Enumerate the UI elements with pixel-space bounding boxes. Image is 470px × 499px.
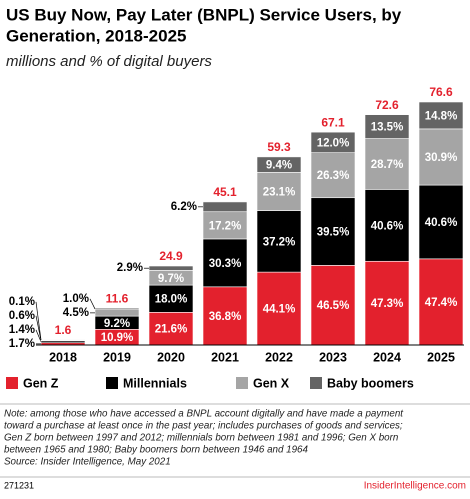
value-label: 10.9% — [101, 332, 134, 344]
chart-title: Generation, 2018-2025 — [6, 26, 186, 45]
legend-label: Gen X — [253, 376, 290, 390]
bar-segment — [310, 131, 356, 153]
bar-segment — [256, 172, 302, 211]
bar-segment — [202, 201, 248, 213]
bar-segment — [310, 265, 356, 346]
total-label: 67.1 — [321, 115, 345, 129]
note-line: toward a purchase at least once in the p… — [4, 421, 403, 432]
note-line: Gen Z born between 1997 and 2012; millen… — [4, 433, 398, 444]
total-label: 72.6 — [375, 98, 399, 112]
chart-subtitle: millions and % of digital buyers — [6, 53, 212, 70]
legend-swatch — [6, 377, 18, 389]
note-line: between 1965 and 1980; Baby boomers born… — [4, 445, 308, 456]
legend-swatch — [310, 377, 322, 389]
leader-line — [35, 301, 42, 341]
leader-line — [35, 329, 42, 342]
value-label: 12.0% — [317, 137, 350, 149]
bar-segment — [310, 197, 356, 266]
leader-line — [35, 315, 42, 341]
x-tick-label: 2019 — [103, 350, 131, 364]
value-label: 21.6% — [155, 324, 188, 336]
bar-segment — [256, 271, 302, 346]
footer-id: 271231 — [4, 480, 34, 490]
bar-segment — [202, 286, 248, 346]
legend-label: Millennials — [123, 376, 187, 390]
value-label: 9.2% — [104, 318, 130, 330]
total-label: 45.1 — [213, 185, 237, 199]
bar-segment — [364, 189, 410, 262]
bar-segment — [364, 260, 410, 346]
value-label: 6.2% — [171, 201, 197, 213]
value-label: 1.0% — [63, 293, 89, 305]
value-label: 30.3% — [209, 258, 242, 270]
bar-segment — [310, 152, 356, 199]
legend-label: Gen Z — [23, 376, 59, 390]
x-tick-label: 2024 — [373, 350, 401, 364]
value-label: 4.5% — [63, 307, 89, 319]
value-label: 14.8% — [425, 110, 458, 122]
bar-segment — [418, 258, 464, 346]
bar-segment — [256, 156, 302, 173]
bar-segment — [256, 210, 302, 273]
value-label: 23.1% — [263, 187, 296, 199]
x-tick-label: 2018 — [49, 350, 77, 364]
chart-title: US Buy Now, Pay Later (BNPL) Service Use… — [6, 5, 402, 24]
total-label: 76.6 — [429, 85, 453, 99]
x-tick-label: 2025 — [427, 350, 455, 364]
x-tick-label: 2022 — [265, 350, 293, 364]
bar-segment — [148, 265, 194, 271]
value-label: 40.6% — [371, 220, 404, 232]
value-label: 44.1% — [263, 304, 296, 316]
note-line: Note: among those who have accessed a BN… — [4, 409, 404, 420]
value-label: 40.6% — [425, 217, 458, 229]
value-label: 0.1% — [9, 296, 35, 308]
legend-label: Baby boomers — [327, 376, 414, 390]
value-label: 0.6% — [9, 310, 35, 322]
x-tick-label: 2021 — [211, 350, 239, 364]
total-label: 24.9 — [159, 249, 183, 263]
bar-segment — [94, 307, 140, 310]
legend-swatch — [106, 377, 118, 389]
value-label: 9.4% — [266, 160, 292, 172]
value-label: 26.3% — [317, 170, 350, 182]
bar-segment — [418, 128, 464, 186]
bar-segment — [364, 114, 410, 139]
value-label: 46.5% — [317, 300, 350, 312]
bar-segment — [364, 138, 410, 190]
value-label: 13.5% — [371, 122, 404, 134]
value-label: 1.4% — [9, 324, 35, 336]
x-tick-label: 2023 — [319, 350, 347, 364]
value-label: 36.8% — [209, 311, 242, 323]
bar-segment — [202, 211, 248, 240]
value-label: 47.4% — [425, 297, 458, 309]
value-label: 47.3% — [371, 298, 404, 310]
footer-brand: InsiderIntelligence.com — [364, 481, 466, 492]
legend-swatch — [236, 377, 248, 389]
value-label: 2.9% — [117, 262, 143, 274]
value-label: 39.5% — [317, 227, 350, 239]
total-label: 1.6 — [55, 323, 72, 337]
bar-segment — [40, 339, 86, 341]
value-label: 1.7% — [9, 338, 35, 350]
x-tick-label: 2020 — [157, 350, 185, 364]
value-label: 37.2% — [263, 236, 296, 248]
bar-segment — [418, 184, 464, 260]
total-label: 11.6 — [106, 291, 129, 305]
total-label: 59.3 — [267, 140, 291, 154]
value-label: 17.2% — [209, 220, 242, 232]
value-label: 30.9% — [425, 152, 458, 164]
value-label: 9.7% — [158, 273, 184, 285]
bar-segment — [418, 101, 464, 130]
bar-segment — [94, 309, 140, 317]
note-line: Source: Insider Intelligence, May 2021 — [4, 457, 171, 468]
value-label: 18.0% — [155, 294, 188, 306]
leader-line — [89, 298, 96, 310]
value-label: 28.7% — [371, 159, 404, 171]
